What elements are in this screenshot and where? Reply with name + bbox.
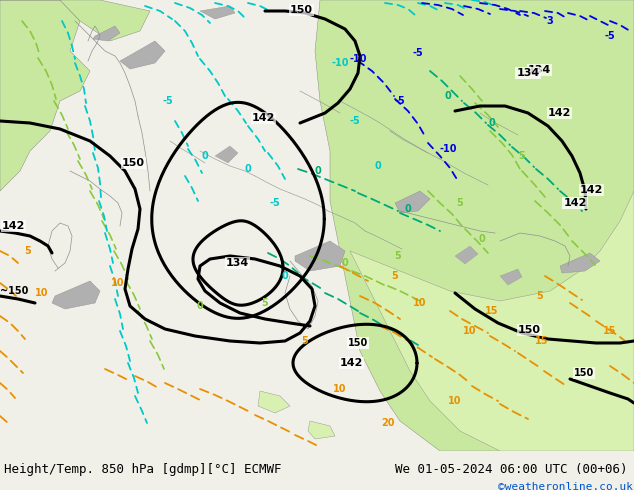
Polygon shape <box>93 26 120 41</box>
Polygon shape <box>350 191 634 451</box>
Text: 15: 15 <box>603 326 617 336</box>
Text: 142: 142 <box>252 113 275 123</box>
Polygon shape <box>560 253 600 273</box>
Text: 142: 142 <box>548 108 571 118</box>
Text: -5: -5 <box>349 116 360 126</box>
Text: 5: 5 <box>456 198 463 208</box>
Text: 10: 10 <box>463 326 477 336</box>
Text: -5: -5 <box>413 48 424 58</box>
Text: -5: -5 <box>269 198 280 208</box>
Text: 5: 5 <box>392 271 398 281</box>
Polygon shape <box>215 146 238 163</box>
Text: 150: 150 <box>348 338 368 348</box>
Text: 5: 5 <box>536 291 543 301</box>
Text: 10: 10 <box>36 288 49 298</box>
Polygon shape <box>500 269 522 285</box>
Text: 10: 10 <box>111 278 125 288</box>
Text: -10: -10 <box>331 58 349 68</box>
Text: 150: 150 <box>518 325 541 335</box>
Text: -5: -5 <box>163 96 173 106</box>
Text: We 01-05-2024 06:00 UTC (00+06): We 01-05-2024 06:00 UTC (00+06) <box>395 463 628 476</box>
Text: 10: 10 <box>333 384 347 394</box>
Text: ~150: ~150 <box>0 286 29 296</box>
Text: 134: 134 <box>516 68 540 78</box>
Text: Height/Temp. 850 hPa [gdmp][°C] ECMWF: Height/Temp. 850 hPa [gdmp][°C] ECMWF <box>4 463 281 476</box>
Polygon shape <box>120 41 165 69</box>
Polygon shape <box>308 421 335 439</box>
Text: 134: 134 <box>528 65 551 75</box>
Text: 5: 5 <box>394 251 401 261</box>
Text: 0: 0 <box>489 118 495 128</box>
Text: 150: 150 <box>574 368 594 378</box>
Text: 150: 150 <box>290 5 313 15</box>
Text: 0: 0 <box>314 166 321 176</box>
Text: -10: -10 <box>349 54 366 64</box>
Polygon shape <box>315 0 634 451</box>
Text: 142: 142 <box>580 185 604 195</box>
Text: 0: 0 <box>375 161 382 171</box>
Polygon shape <box>0 0 150 41</box>
Text: 134: 134 <box>226 258 249 268</box>
Polygon shape <box>395 191 430 213</box>
Text: 20: 20 <box>381 418 395 428</box>
Text: -5: -5 <box>605 31 616 41</box>
Text: 15: 15 <box>485 306 499 316</box>
Polygon shape <box>295 241 345 271</box>
Polygon shape <box>52 281 100 309</box>
Text: 0: 0 <box>342 258 348 268</box>
Text: -5: -5 <box>394 96 405 106</box>
Text: 3: 3 <box>547 16 553 26</box>
Text: 0: 0 <box>404 204 411 214</box>
Text: 5: 5 <box>25 246 31 256</box>
Text: 0: 0 <box>245 164 251 174</box>
Text: 5: 5 <box>302 336 308 346</box>
Text: 5: 5 <box>262 298 268 308</box>
Polygon shape <box>455 246 478 264</box>
Polygon shape <box>200 6 235 19</box>
Text: 150: 150 <box>122 158 145 168</box>
Text: 0: 0 <box>444 91 451 101</box>
Text: 0: 0 <box>479 234 486 244</box>
Text: 10: 10 <box>413 298 427 308</box>
Text: 15: 15 <box>535 336 549 346</box>
Polygon shape <box>258 391 290 413</box>
Text: ©weatheronline.co.uk: ©weatheronline.co.uk <box>498 482 633 490</box>
Text: -10: -10 <box>439 144 456 154</box>
Text: 5: 5 <box>519 151 526 161</box>
Text: 0: 0 <box>281 271 288 281</box>
Text: 0: 0 <box>202 151 209 161</box>
Text: 142: 142 <box>340 358 363 368</box>
Text: 10: 10 <box>448 396 462 406</box>
Text: 142: 142 <box>564 198 586 208</box>
Text: 0: 0 <box>197 301 204 311</box>
Polygon shape <box>0 0 90 191</box>
Text: 142: 142 <box>2 221 25 231</box>
